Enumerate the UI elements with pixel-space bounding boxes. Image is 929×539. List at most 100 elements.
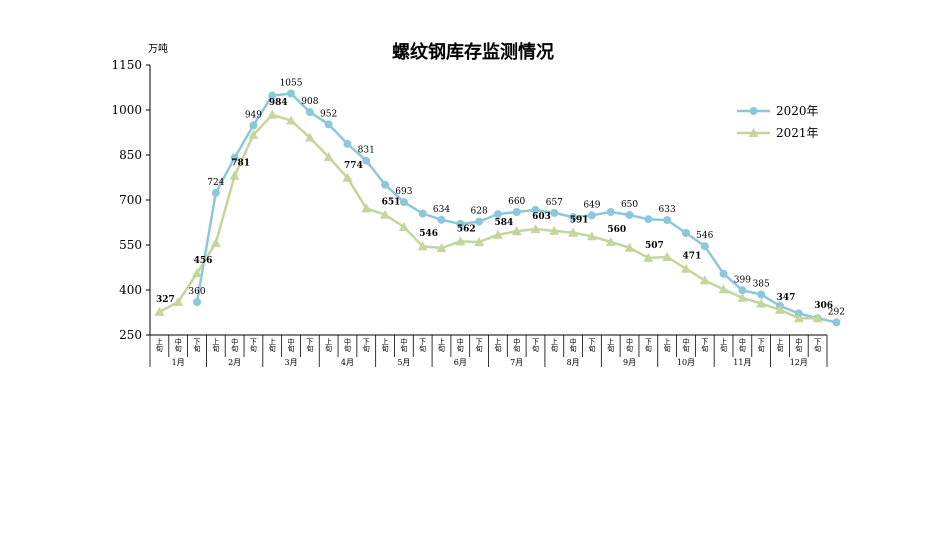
chart-title: 螺纹钢库存监测情况 (392, 41, 554, 63)
data-label: 306 (814, 301, 833, 311)
x-month-label: 5月 (397, 358, 410, 367)
data-point (343, 139, 352, 148)
data-point (757, 290, 766, 299)
data-point (475, 217, 484, 226)
data-point (437, 215, 446, 224)
legend-label: 2021年 (776, 126, 819, 140)
data-point (210, 237, 221, 247)
data-point (324, 120, 333, 129)
x-tick-label: 中旬 (626, 337, 634, 353)
x-tick-label: 下旬 (588, 338, 596, 353)
x-tick-label: 上旬 (776, 337, 784, 353)
x-tick-label: 中旬 (569, 337, 577, 353)
x-month-label: 10月 (677, 358, 695, 367)
data-point (267, 109, 278, 119)
x-month-label: 9月 (623, 358, 636, 367)
data-point (680, 263, 691, 273)
y-tick-label: 1150 (111, 58, 142, 72)
x-month-label: 11月 (733, 358, 751, 367)
data-point (587, 211, 596, 220)
data-label: 984 (269, 98, 288, 108)
y-tick-label: 1000 (111, 103, 142, 117)
data-label: 724 (207, 178, 224, 188)
x-tick-label: 上旬 (381, 337, 389, 353)
data-point (700, 242, 709, 251)
data-point (643, 252, 654, 262)
data-label: 657 (546, 198, 563, 208)
data-point (398, 222, 409, 231)
data-point (154, 306, 165, 316)
data-point (624, 242, 635, 252)
data-point (342, 172, 353, 182)
x-tick-label: 上旬 (212, 337, 220, 353)
y-axis-unit: 万吨 (148, 42, 168, 55)
data-point (380, 209, 391, 219)
x-tick-label: 中旬 (400, 337, 408, 353)
x-tick-label: 中旬 (456, 337, 464, 353)
data-label: 634 (433, 205, 450, 215)
series-lines (154, 89, 841, 327)
y-tick-label: 550 (119, 238, 142, 252)
data-point (474, 237, 485, 246)
data-point (625, 211, 634, 219)
data-point (756, 298, 767, 308)
data-point (286, 115, 297, 125)
x-tick-label: 下旬 (532, 338, 540, 353)
x-tick-label: 中旬 (738, 337, 746, 353)
data-label: 562 (457, 224, 476, 234)
data-point (248, 129, 259, 139)
data-label: 831 (358, 146, 375, 156)
data-label: 399 (734, 275, 751, 285)
x-tick-label: 下旬 (701, 338, 709, 353)
x-month-label: 12月 (790, 358, 808, 367)
data-label: 660 (508, 197, 525, 207)
data-point (531, 205, 540, 214)
data-point (417, 241, 428, 251)
data-point (586, 231, 597, 241)
x-tick-label: 下旬 (362, 338, 370, 353)
x-month-label: 8月 (567, 358, 580, 367)
data-point (699, 275, 710, 285)
data-label: 327 (156, 295, 175, 305)
data-label: 385 (753, 280, 770, 290)
data-label: 633 (659, 205, 676, 215)
data-point (644, 215, 653, 224)
x-tick-label: 上旬 (550, 337, 558, 353)
x-tick-label: 下旬 (814, 338, 822, 353)
x-month-label: 1月 (172, 358, 185, 367)
data-point (719, 269, 728, 278)
data-label: 507 (645, 241, 664, 251)
data-point (662, 252, 673, 261)
data-point (304, 132, 315, 142)
axes: 25040055070085010001150上旬 中旬 下旬 上旬 中旬 下旬 上旬 中旬下… (111, 58, 828, 367)
x-tick-label: 中旬 (343, 337, 351, 353)
x-tick-label: 下旬 (419, 338, 427, 353)
y-tick-label: 250 (119, 328, 142, 342)
data-label: 292 (828, 307, 845, 317)
series-line-1 (158, 113, 818, 320)
data-label: 774 (344, 161, 363, 171)
x-tick-label: 中旬 (287, 337, 295, 353)
x-tick-label: 上旬 (437, 337, 445, 353)
data-point (606, 208, 615, 216)
data-point (192, 268, 203, 278)
data-point (456, 220, 465, 228)
data-point (832, 318, 841, 327)
data-point (793, 313, 804, 323)
data-point (249, 121, 258, 130)
data-point (436, 243, 447, 252)
data-label: 908 (301, 97, 318, 107)
data-point (663, 216, 672, 225)
data-label: 584 (495, 218, 514, 228)
data-point (718, 284, 729, 294)
data-point (737, 292, 748, 302)
data-point (361, 203, 372, 213)
x-tick-label: 下旬 (644, 338, 652, 353)
data-point (530, 224, 541, 234)
x-month-label: 7月 (510, 358, 523, 367)
data-label: 1055 (280, 79, 303, 89)
data-label: 628 (471, 207, 488, 217)
data-point (774, 304, 785, 314)
